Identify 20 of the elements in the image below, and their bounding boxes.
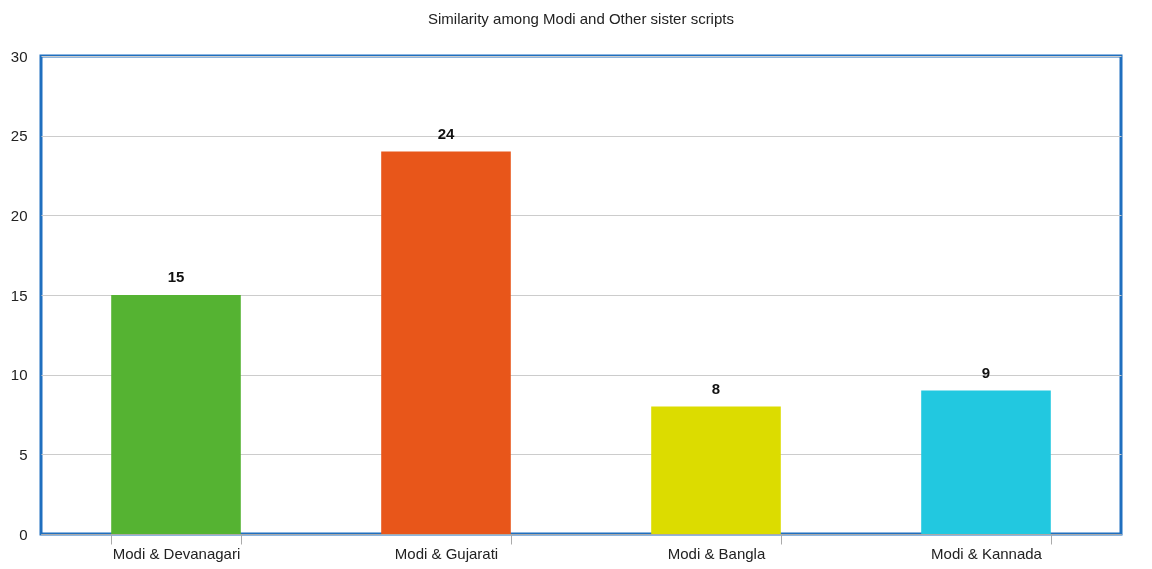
x-tick-label: Modi & Bangla	[667, 544, 766, 562]
y-tick-label: 15	[10, 286, 28, 304]
bar	[921, 390, 1051, 534]
chart-title: Similarity among Modi and Other sister scripts	[428, 10, 734, 27]
data-label: 24	[437, 124, 455, 142]
y-tick-label: 0	[19, 525, 28, 543]
x-tick-label: Modi & Kannada	[931, 544, 1043, 562]
y-tick-label: 10	[10, 366, 28, 384]
bar	[651, 406, 781, 534]
data-label: 8	[711, 379, 721, 397]
y-tick-label: 5	[19, 445, 28, 463]
bar	[381, 151, 511, 534]
x-tick-label: Modi & Gujarati	[394, 544, 499, 562]
bar	[111, 295, 241, 534]
y-tick-label: 25	[10, 127, 28, 145]
x-tick-label: Modi & Devanagari	[112, 544, 241, 562]
y-tick-label: 20	[10, 206, 28, 224]
data-label: 9	[981, 363, 991, 381]
y-tick-label: 30	[10, 47, 28, 65]
data-label: 15	[167, 268, 185, 285]
